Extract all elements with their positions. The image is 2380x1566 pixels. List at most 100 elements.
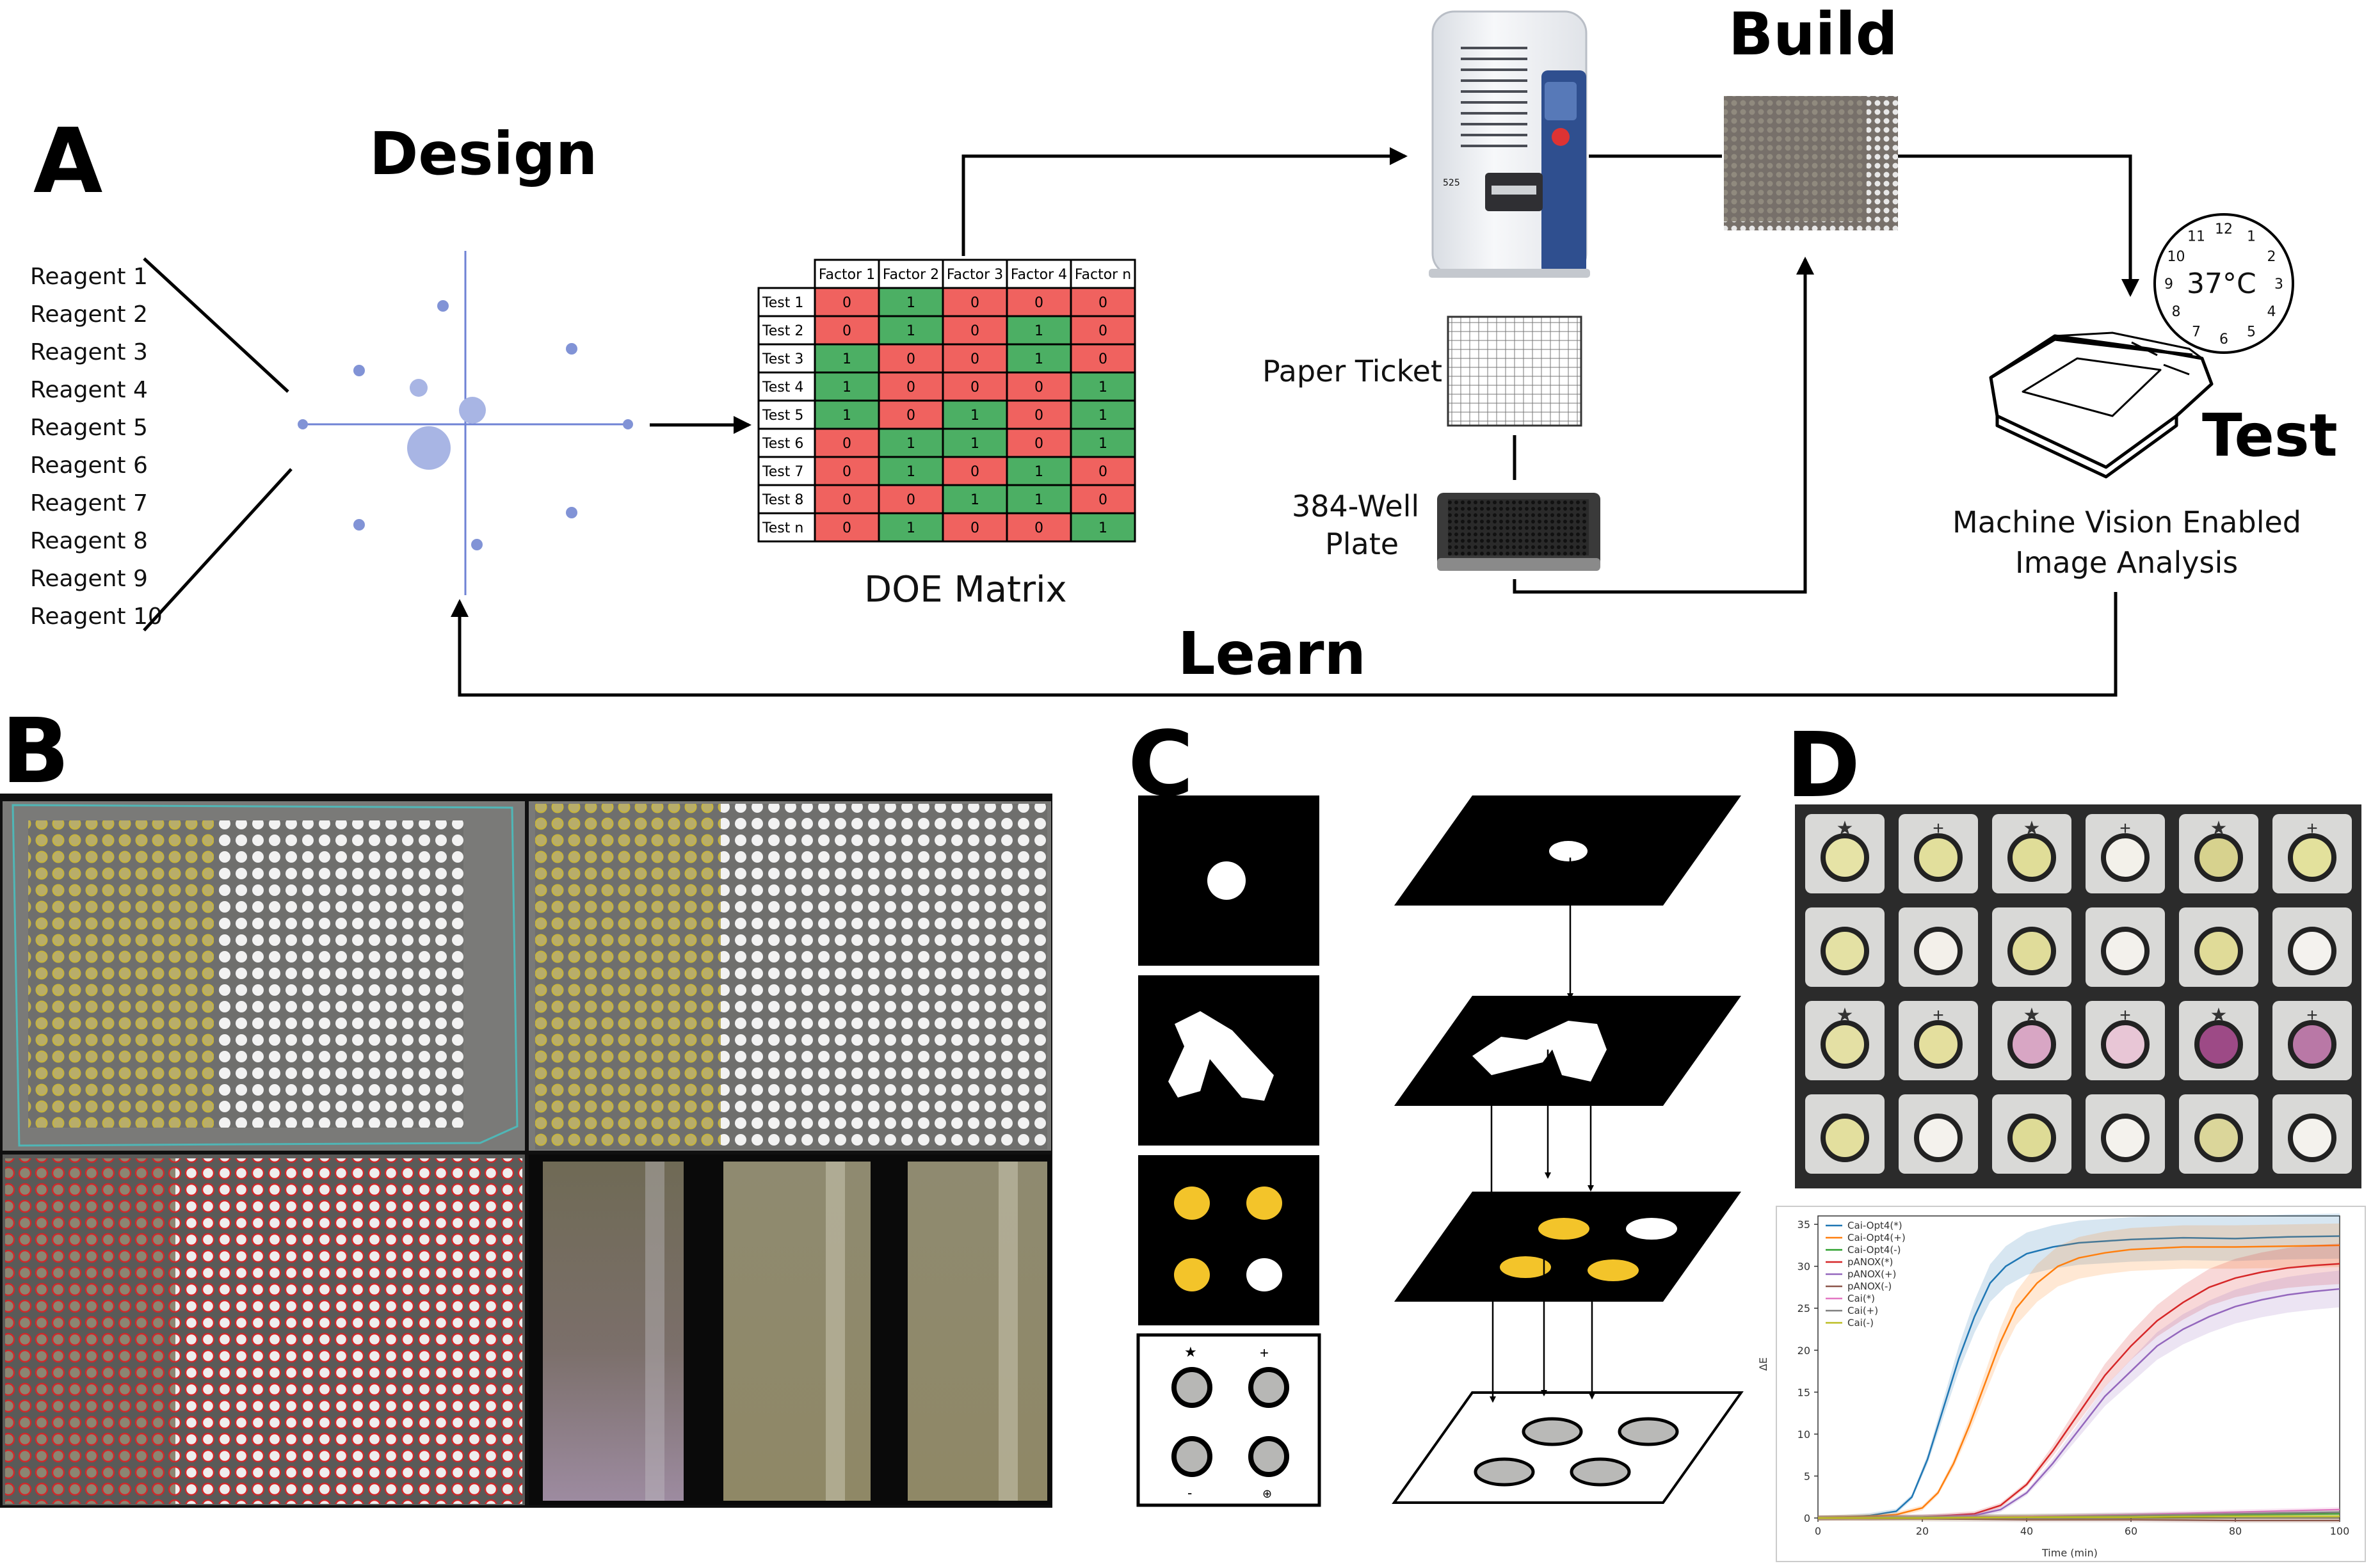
clock-number: 7 bbox=[2192, 324, 2201, 340]
doe-cell-value: 1 bbox=[1098, 436, 1107, 452]
x-tick-label: 0 bbox=[1815, 1525, 1821, 1537]
svg-text:-: - bbox=[1187, 1485, 1192, 1501]
reagent-item: Reagent 6 bbox=[30, 452, 148, 479]
doe-column-header: Factor 4 bbox=[1011, 267, 1067, 283]
doe-cell-value: 0 bbox=[970, 323, 979, 339]
card-mark: ★ bbox=[2210, 818, 2228, 839]
reagent-item: Reagent 1 bbox=[30, 264, 148, 290]
doe-title: DOE Matrix bbox=[864, 569, 1067, 611]
svg-text:★: ★ bbox=[1184, 1344, 1197, 1360]
reaction-well bbox=[2194, 1114, 2243, 1162]
doe-row-label: Test 5 bbox=[762, 408, 803, 424]
card-mark: ★ bbox=[1837, 1005, 1854, 1026]
card-mark: + bbox=[1933, 1005, 1944, 1026]
doe-column-header: Factor 2 bbox=[883, 267, 939, 283]
clock-number: 9 bbox=[2164, 276, 2173, 292]
x-tick-label: 100 bbox=[2330, 1525, 2350, 1537]
mask-step-1 bbox=[1138, 795, 1319, 966]
doe-cell bbox=[878, 287, 944, 317]
series-band bbox=[1818, 1213, 2340, 1521]
card-mark: + bbox=[2306, 818, 2318, 839]
clock-temperature: 37°C bbox=[2187, 268, 2256, 300]
y-tick-label: 35 bbox=[1797, 1218, 1810, 1231]
doe-cell bbox=[942, 315, 1008, 346]
doe-cell-value: 0 bbox=[1098, 351, 1107, 367]
doe-cell-value: 0 bbox=[1034, 408, 1043, 424]
reaction-well bbox=[2194, 1020, 2243, 1069]
printer-model-label: 525 bbox=[1443, 178, 1460, 188]
doe-cell-value: 0 bbox=[842, 492, 851, 508]
x-tick-label: 80 bbox=[2229, 1525, 2242, 1537]
reaction-well bbox=[2101, 1020, 2150, 1069]
plate-to-build-arrow bbox=[1513, 257, 1814, 594]
doe-cell-value: 1 bbox=[842, 408, 851, 424]
doe-cell bbox=[942, 427, 1008, 458]
y-tick-label: 25 bbox=[1797, 1302, 1810, 1314]
series-band bbox=[1818, 1243, 2340, 1521]
doe-cell-value: 0 bbox=[906, 408, 915, 424]
y-tick-label: 20 bbox=[1797, 1345, 1810, 1357]
reagent-item: Reagent 5 bbox=[30, 415, 148, 441]
doe-row-label: Test 3 bbox=[762, 351, 803, 367]
reaction-well bbox=[1914, 833, 1963, 882]
doe-cell-value: 0 bbox=[1098, 492, 1107, 508]
legend-entry: Cai(+) bbox=[1847, 1305, 1878, 1316]
doe-cell-value: 0 bbox=[1034, 520, 1043, 536]
doe-cell-value: 0 bbox=[970, 464, 979, 480]
legend-entry: pANOX(+) bbox=[1847, 1268, 1896, 1280]
segmentation-tile-wells bbox=[529, 801, 1051, 1151]
clock-number: 6 bbox=[2219, 332, 2228, 348]
doe-cell-value: 1 bbox=[1034, 464, 1043, 480]
doe-row-label: Test 8 bbox=[762, 492, 803, 508]
card-mark: ★ bbox=[2210, 1005, 2228, 1026]
card-mark: + bbox=[1933, 818, 1944, 839]
series-line bbox=[1817, 1235, 2340, 1519]
doe-to-printer-arrow bbox=[961, 147, 1408, 256]
clock-number: 12 bbox=[2215, 221, 2233, 237]
reaction-well bbox=[1914, 927, 1963, 975]
doe-cell bbox=[814, 343, 880, 374]
analysis-caption-line1: Machine Vision Enabled bbox=[1952, 505, 2301, 539]
doe-cell-value: 1 bbox=[906, 436, 915, 452]
reagent-item: Reagent 10 bbox=[30, 603, 163, 630]
doe-cell-value: 1 bbox=[1098, 520, 1107, 536]
reaction-well bbox=[2007, 1020, 2056, 1069]
delta-e-chart: Time (min) ΔE 0 20 40 60 80 100 0 5 10 15 20 25 30 35… bbox=[1757, 1206, 2366, 1562]
reaction-well bbox=[2288, 927, 2336, 975]
printed-ticket-photo bbox=[1724, 96, 1898, 230]
reagent-item: Reagent 7 bbox=[30, 490, 148, 516]
doe-column-header: Factor 3 bbox=[947, 267, 1003, 283]
clock-number: 5 bbox=[2247, 324, 2256, 340]
doe-cell-value: 1 bbox=[970, 436, 979, 452]
doe-cell bbox=[1070, 343, 1136, 374]
doe-cell-value: 0 bbox=[1098, 323, 1107, 339]
panel-c: C ★ + - ⊕ bbox=[1128, 712, 1744, 1507]
reaction-well bbox=[2194, 927, 2243, 975]
build-heading: Build bbox=[1728, 0, 1898, 68]
doe-row-label: Test 7 bbox=[762, 464, 803, 480]
clock-number: 2 bbox=[2267, 249, 2276, 265]
doe-cell-value: 0 bbox=[970, 520, 979, 536]
series-band bbox=[1818, 1223, 2340, 1521]
doe-cell bbox=[814, 371, 880, 402]
clock-number: 10 bbox=[2167, 249, 2185, 265]
doe-cell-value: 0 bbox=[906, 492, 915, 508]
doe-cell bbox=[1070, 427, 1136, 458]
doe-cell-value: 0 bbox=[1034, 436, 1043, 452]
doe-cell-value: 1 bbox=[1098, 380, 1107, 395]
reaction-well bbox=[2101, 1114, 2150, 1162]
doe-cell-value: 1 bbox=[906, 464, 915, 480]
y-tick-label: 15 bbox=[1797, 1386, 1810, 1398]
x-tick-label: 60 bbox=[2125, 1525, 2137, 1537]
reagent-list: Reagent 1 Reagent 2 Reagent 3 Reagent 4 … bbox=[30, 264, 163, 630]
segmentation-tile-lanes bbox=[529, 1155, 1051, 1505]
funnel-line-bottom bbox=[143, 468, 293, 632]
scanner-icon bbox=[1989, 332, 2214, 479]
doe-cell-value: 1 bbox=[906, 323, 915, 339]
legend-entry: pANOX(*) bbox=[1847, 1256, 1893, 1268]
doe-cell bbox=[1070, 512, 1136, 543]
svg-text:⊕: ⊕ bbox=[1262, 1487, 1272, 1500]
reaction-well bbox=[1821, 833, 1869, 882]
doe-cell-value: 0 bbox=[906, 351, 915, 367]
